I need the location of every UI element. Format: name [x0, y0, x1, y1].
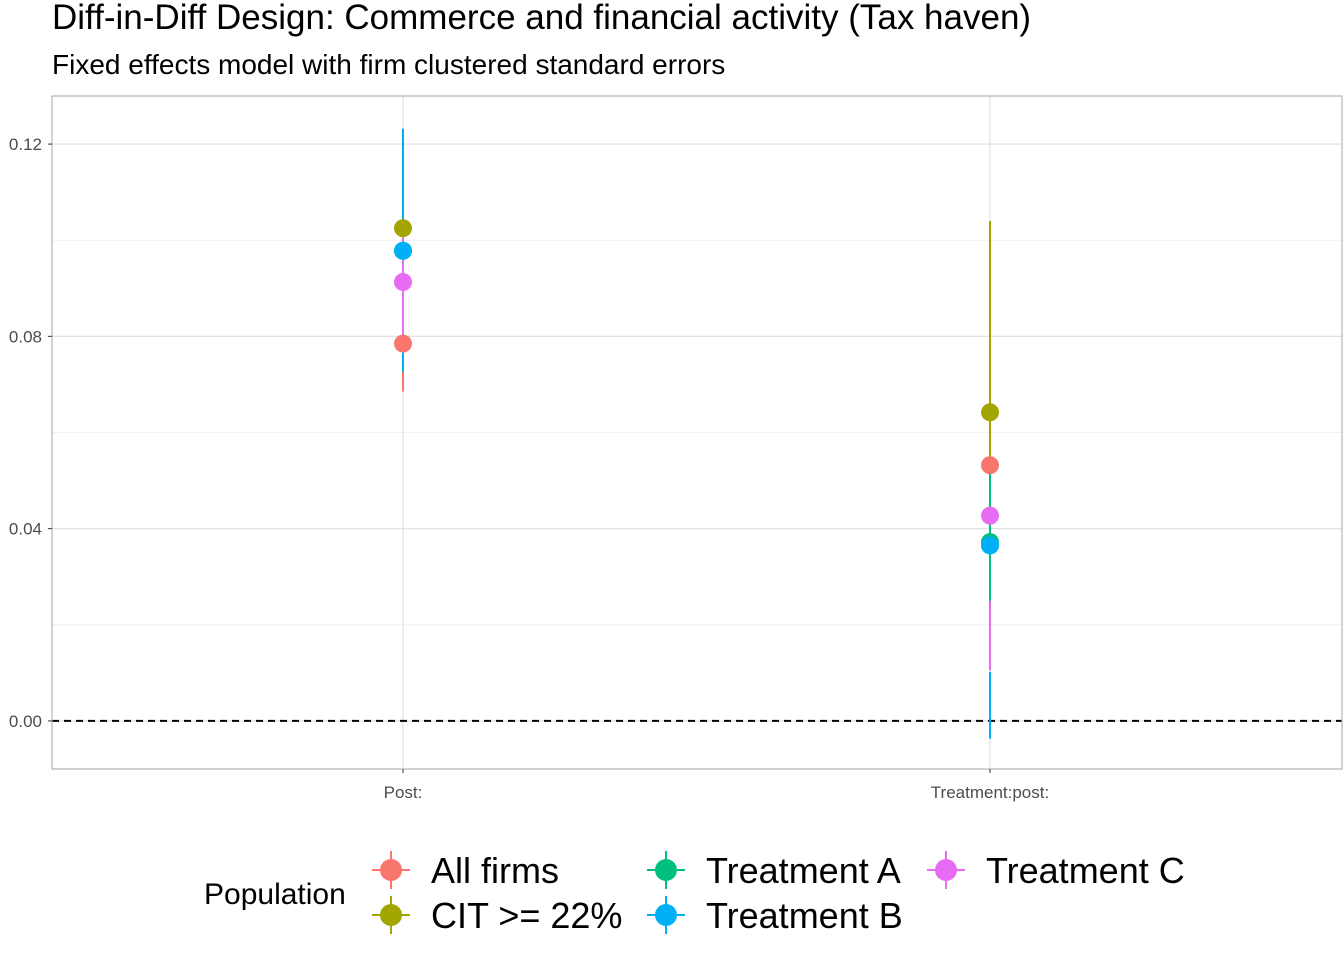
legend-key-point [655, 904, 677, 926]
legend-item: Treatment B [647, 895, 903, 936]
legend-label: CIT >= 22% [431, 895, 622, 936]
grid [52, 96, 1342, 769]
chart-title: Diff-in-Diff Design: Commerce and financ… [52, 0, 1031, 37]
legend-label: All firms [431, 850, 559, 891]
legend-item: Treatment A [647, 850, 901, 891]
chart-subtitle: Fixed effects model with firm clustered … [52, 49, 725, 80]
y-tick-label: 0.04 [9, 520, 42, 539]
x-axis-ticks: Post: Treatment:post: [384, 769, 1049, 802]
point-estimate [394, 219, 412, 238]
legend-key-point [935, 859, 957, 881]
legend-key-point [380, 904, 402, 926]
legend-item: Treatment C [927, 850, 1185, 891]
x-tick-label: Post: [384, 783, 423, 802]
points [394, 219, 999, 555]
error-bars [402, 128, 991, 739]
plot-panel-border [51, 95, 1343, 770]
legend-key-point [380, 859, 402, 881]
point-estimate [981, 506, 999, 525]
legend-key-point [655, 859, 677, 881]
point-estimate [394, 334, 412, 353]
y-tick-label: 0.08 [9, 327, 42, 346]
x-tick-label: Treatment:post: [931, 783, 1049, 802]
y-axis-ticks: 0.00 0.04 0.08 0.12 [9, 135, 52, 731]
legend-title: Population [204, 878, 346, 911]
point-estimate [981, 456, 999, 475]
legend-item: All firms [372, 850, 559, 891]
legend-label: Treatment B [706, 895, 903, 936]
point-estimate [981, 536, 999, 555]
legend-label: Treatment C [986, 850, 1185, 891]
legend-item: CIT >= 22% [372, 895, 622, 936]
y-tick-label: 0.00 [9, 712, 42, 731]
point-estimate [394, 241, 412, 260]
point-estimate [394, 273, 412, 292]
legend-label: Treatment A [706, 850, 901, 891]
point-estimate [981, 403, 999, 422]
y-tick-label: 0.12 [9, 135, 42, 154]
